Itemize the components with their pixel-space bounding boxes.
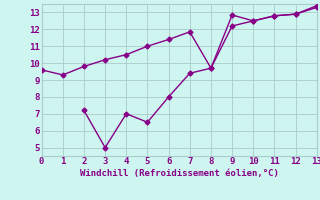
X-axis label: Windchill (Refroidissement éolien,°C): Windchill (Refroidissement éolien,°C): [80, 169, 279, 178]
